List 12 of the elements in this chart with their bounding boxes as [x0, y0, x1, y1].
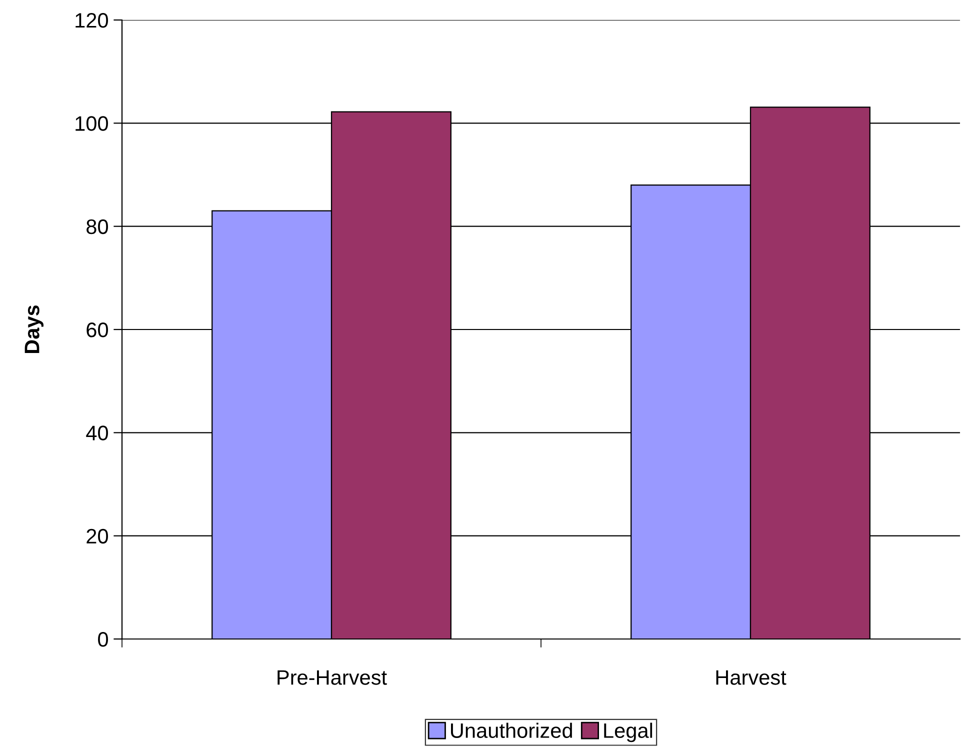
y-tick-label: 120	[76, 13, 108, 28]
x-tick-label: Pre-Harvest	[278, 670, 387, 685]
y-tick-label: 60	[86, 322, 108, 338]
legend-label: Legal	[604, 722, 652, 742]
y-tick-label: 40	[86, 426, 108, 440]
y-axis-title: Days	[24, 305, 44, 354]
y-tick-label: 0	[98, 632, 108, 647]
y-tick-label: 100	[76, 116, 108, 131]
legend-label: Unauthorized	[451, 722, 572, 738]
y-tick-label: 20	[86, 528, 108, 544]
y-tick-label: 80	[86, 219, 108, 234]
x-tick-label: Harvest	[716, 670, 786, 685]
